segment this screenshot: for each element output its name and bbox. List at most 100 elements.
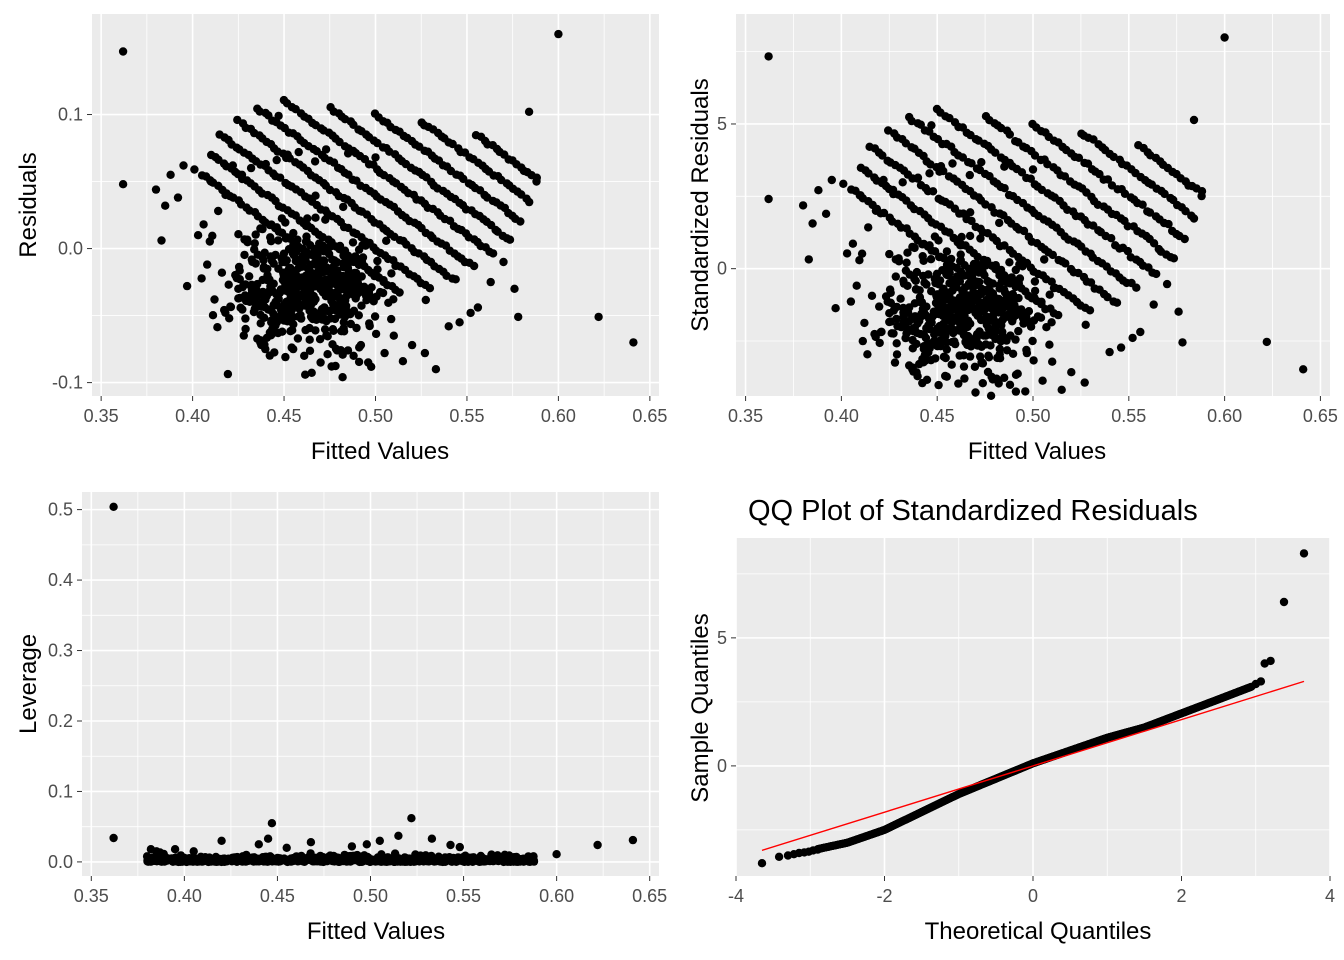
data-point xyxy=(459,174,468,184)
data-point xyxy=(958,312,967,321)
data-point xyxy=(593,840,602,850)
data-point xyxy=(387,314,396,324)
data-point xyxy=(241,314,250,323)
data-point xyxy=(910,243,919,253)
data-point xyxy=(764,52,773,61)
data-point xyxy=(885,285,895,294)
data-point xyxy=(856,191,865,200)
x-tick-label: 0.60 xyxy=(539,886,574,906)
data-point xyxy=(274,236,283,245)
x-tick-label: 0.50 xyxy=(1015,406,1050,426)
data-point xyxy=(375,836,384,845)
data-point xyxy=(321,215,330,224)
data-point xyxy=(905,270,914,279)
data-point xyxy=(449,853,458,863)
data-point xyxy=(628,835,638,845)
data-point xyxy=(878,151,887,160)
data-point xyxy=(242,854,251,864)
data-point xyxy=(363,853,373,862)
data-point xyxy=(1000,241,1009,250)
data-point xyxy=(214,206,223,216)
x-tick-label: 0.60 xyxy=(1207,406,1242,426)
data-point xyxy=(391,261,400,271)
data-point xyxy=(297,314,306,323)
data-point xyxy=(370,312,380,321)
data-point xyxy=(552,850,561,859)
data-point xyxy=(1160,189,1169,199)
data-point xyxy=(228,855,237,864)
data-point xyxy=(1256,677,1266,686)
data-point xyxy=(1027,294,1037,303)
data-point xyxy=(1103,292,1112,302)
data-point xyxy=(361,241,370,250)
data-point xyxy=(362,296,371,305)
data-point xyxy=(109,833,118,843)
data-point xyxy=(347,854,357,863)
data-point xyxy=(928,187,938,196)
data-point xyxy=(286,857,296,866)
data-point xyxy=(1022,345,1031,355)
reference-line-group xyxy=(761,680,1305,852)
data-point xyxy=(1189,214,1199,223)
panel-residuals: 0.35 0.40 0.45 0.50 0.55 0.60 0.65 -0.1 0.0 0.1 F… xyxy=(15,14,667,465)
data-point xyxy=(301,221,311,231)
x-tick-label: 0.35 xyxy=(728,406,763,426)
data-point xyxy=(395,288,404,297)
data-point xyxy=(331,855,340,865)
data-point xyxy=(118,47,128,56)
data-point xyxy=(304,299,313,308)
data-point xyxy=(1024,307,1034,316)
data-point xyxy=(333,304,343,314)
data-point xyxy=(289,344,298,354)
data-point xyxy=(1028,165,1038,174)
data-point xyxy=(1000,184,1009,193)
data-point xyxy=(890,358,900,367)
data-point xyxy=(1033,312,1043,321)
data-point xyxy=(303,214,312,223)
data-point xyxy=(974,278,983,287)
data-point xyxy=(852,281,861,290)
data-point xyxy=(1017,305,1026,314)
data-point xyxy=(910,299,919,308)
data-point xyxy=(1054,310,1063,320)
data-point xyxy=(903,248,912,257)
data-point xyxy=(935,252,944,262)
data-point xyxy=(324,307,333,316)
data-point xyxy=(931,278,940,288)
data-point xyxy=(223,369,233,379)
data-point xyxy=(224,280,233,289)
data-point xyxy=(254,840,263,849)
data-point xyxy=(197,274,206,283)
data-point xyxy=(220,305,229,315)
data-point xyxy=(277,214,287,223)
data-point xyxy=(1138,200,1147,209)
data-point xyxy=(999,285,1009,294)
data-point xyxy=(594,312,603,322)
data-point xyxy=(315,239,324,248)
data-point xyxy=(152,847,161,856)
data-point xyxy=(952,282,961,292)
data-point xyxy=(985,293,995,302)
x-tick-label: 0.40 xyxy=(167,886,202,906)
data-point xyxy=(210,295,219,304)
data-point xyxy=(1005,258,1014,267)
data-point xyxy=(251,230,260,239)
data-point xyxy=(486,277,495,287)
data-point xyxy=(199,220,208,229)
data-point xyxy=(166,170,175,179)
data-point xyxy=(240,250,249,260)
data-point xyxy=(910,323,919,332)
data-point xyxy=(919,344,928,354)
data-point xyxy=(260,313,269,322)
data-point xyxy=(379,277,388,287)
x-tick-label: -4 xyxy=(728,886,744,906)
data-point xyxy=(1021,387,1030,396)
data-point xyxy=(291,247,301,257)
data-point xyxy=(919,271,928,281)
data-point xyxy=(357,301,366,310)
data-point xyxy=(997,307,1006,317)
data-point xyxy=(319,267,328,277)
data-point xyxy=(225,314,234,323)
data-point xyxy=(469,261,479,271)
